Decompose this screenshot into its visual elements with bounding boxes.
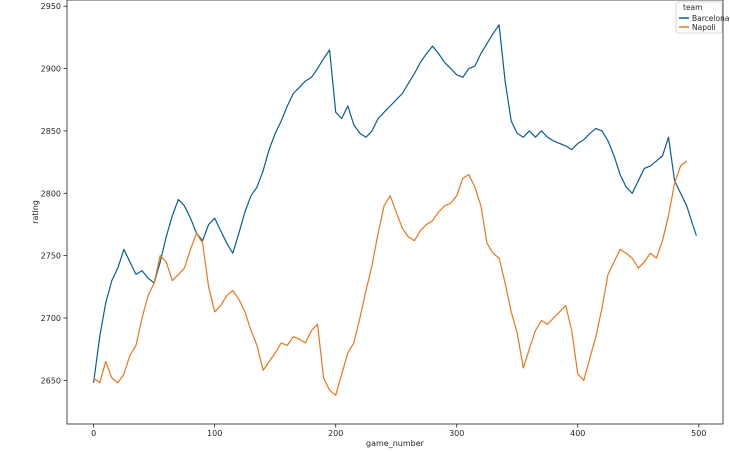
x-tick-label: 100: [207, 429, 222, 438]
y-tick-label: 2750: [41, 252, 61, 261]
y-axis-ticks: 2650 2700 2750 2800 2850 2900 2950: [41, 2, 67, 385]
y-tick-label: 2700: [41, 314, 61, 323]
y-tick-label: 2800: [41, 189, 61, 198]
x-tick-label: 300: [449, 429, 464, 438]
plot-frame: [66, 0, 724, 425]
x-axis-ticks: 0 100 200 300 400 500: [91, 424, 706, 438]
y-tick-label: 2650: [41, 376, 61, 385]
y-tick-label: 2950: [41, 2, 61, 11]
x-tick-label: 400: [570, 429, 585, 438]
y-tick-label: 2900: [41, 65, 61, 74]
legend: team Barcelona Napoli: [675, 1, 729, 34]
legend-label-napoli: Napoli: [692, 23, 716, 32]
x-tick-label: 0: [91, 429, 96, 438]
x-axis-label: game_number: [366, 439, 425, 448]
legend-title: team: [683, 3, 702, 12]
x-tick-label: 200: [328, 429, 343, 438]
y-tick-label: 2850: [41, 127, 61, 136]
legend-label-barcelona: Barcelona: [692, 14, 729, 23]
y-axis-label: rating: [31, 200, 40, 224]
axes-frame: [66, 0, 724, 425]
series-line-napoli: [93, 160, 688, 396]
legend-box: [675, 1, 723, 34]
series-line-barcelona: [93, 24, 697, 383]
series-lines: [93, 24, 697, 396]
x-tick-label: 500: [691, 429, 706, 438]
